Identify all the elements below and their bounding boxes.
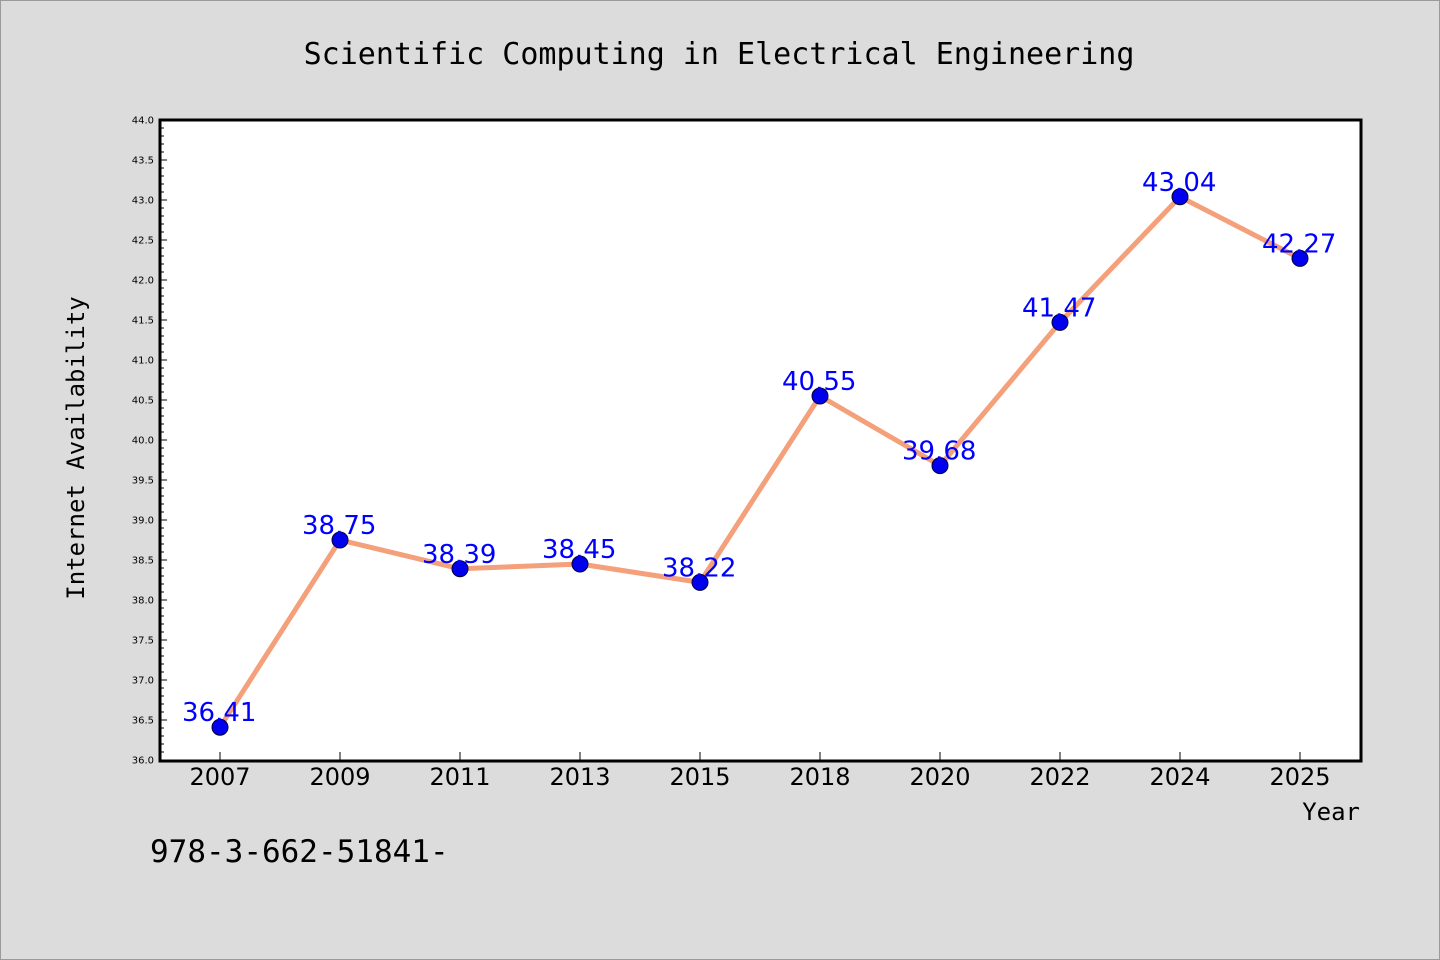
y-tick-label: 43.5 [132, 156, 154, 167]
plot-area [158, 118, 1363, 763]
y-tick-label: 39.5 [132, 476, 154, 487]
chart-title: Scientific Computing in Electrical Engin… [304, 37, 1135, 72]
data-label: 41.47 [1022, 293, 1096, 323]
y-tick-label: 37.5 [132, 636, 154, 647]
data-point [331, 531, 349, 549]
x-tick-label: 2024 [1149, 763, 1210, 791]
series-line-group [217, 194, 1302, 729]
y-tick-label: 41.0 [132, 356, 154, 367]
y-tick-label: 38.0 [132, 596, 154, 607]
data-point [211, 718, 229, 736]
data-label: 38.39 [422, 540, 496, 570]
x-tick-label: 2007 [189, 763, 250, 791]
data-point [451, 560, 469, 578]
y-tick-label: 38.5 [132, 556, 154, 567]
x-tick-label: 2009 [309, 763, 370, 791]
data-label: 36.41 [182, 698, 256, 728]
data-label: 40.55 [782, 367, 856, 397]
data-label: 39.68 [902, 437, 976, 467]
footer-isbn: 978-3-662-51841- [150, 834, 449, 870]
x-tick-label: 2018 [789, 763, 850, 791]
data-label: 38.45 [542, 535, 616, 565]
x-tick-label: 2025 [1269, 763, 1330, 791]
y-tick-label: 39.0 [132, 516, 154, 527]
y-tick-label: 42.0 [132, 276, 154, 287]
y-tick-label: 41.5 [132, 316, 154, 327]
y-axis-label: Internet Availability [62, 296, 90, 599]
data-point [691, 573, 709, 591]
data-label: 38.75 [302, 511, 376, 541]
data-point [811, 387, 829, 405]
data-point [931, 457, 949, 475]
y-tick-label: 37.0 [132, 676, 154, 687]
y-tick-label: 44.0 [132, 116, 154, 127]
x-axis-label: Year [1302, 798, 1360, 826]
y-tick-label: 36.0 [132, 756, 154, 767]
series-line [217, 194, 1302, 729]
data-label: 38.22 [662, 553, 736, 583]
y-tick-label: 42.5 [132, 236, 154, 247]
data-point [1051, 313, 1069, 331]
data-point [1171, 188, 1189, 206]
y-tick-label: 40.5 [132, 396, 154, 407]
y-tick-label: 40.0 [132, 436, 154, 447]
x-axis: 2007 2009 2011 2013 2015 2018 2020 2022 2024 2025 [189, 752, 1331, 791]
y-axis: 36.0 36.5 37.0 37.5 38.0 38.5 39.0 39.5 40.0 40.5… [132, 116, 167, 767]
x-tick-label: 2020 [909, 763, 970, 791]
x-tick-label: 2013 [549, 763, 610, 791]
data-label: 42.27 [1262, 229, 1336, 259]
data-point [571, 555, 589, 573]
x-tick-label: 2022 [1029, 763, 1090, 791]
y-tick-label: 43.0 [132, 196, 154, 207]
data-points [211, 188, 1309, 736]
x-tick-label: 2011 [429, 763, 490, 791]
x-tick-label: 2015 [669, 763, 730, 791]
y-tick-label: 36.5 [132, 716, 154, 727]
data-label: 43.04 [1142, 168, 1216, 198]
data-point [1291, 249, 1309, 267]
data-labels: 36.41 38.75 38.39 38.45 38.22 40.55 39.68 41.47… [182, 168, 1336, 728]
